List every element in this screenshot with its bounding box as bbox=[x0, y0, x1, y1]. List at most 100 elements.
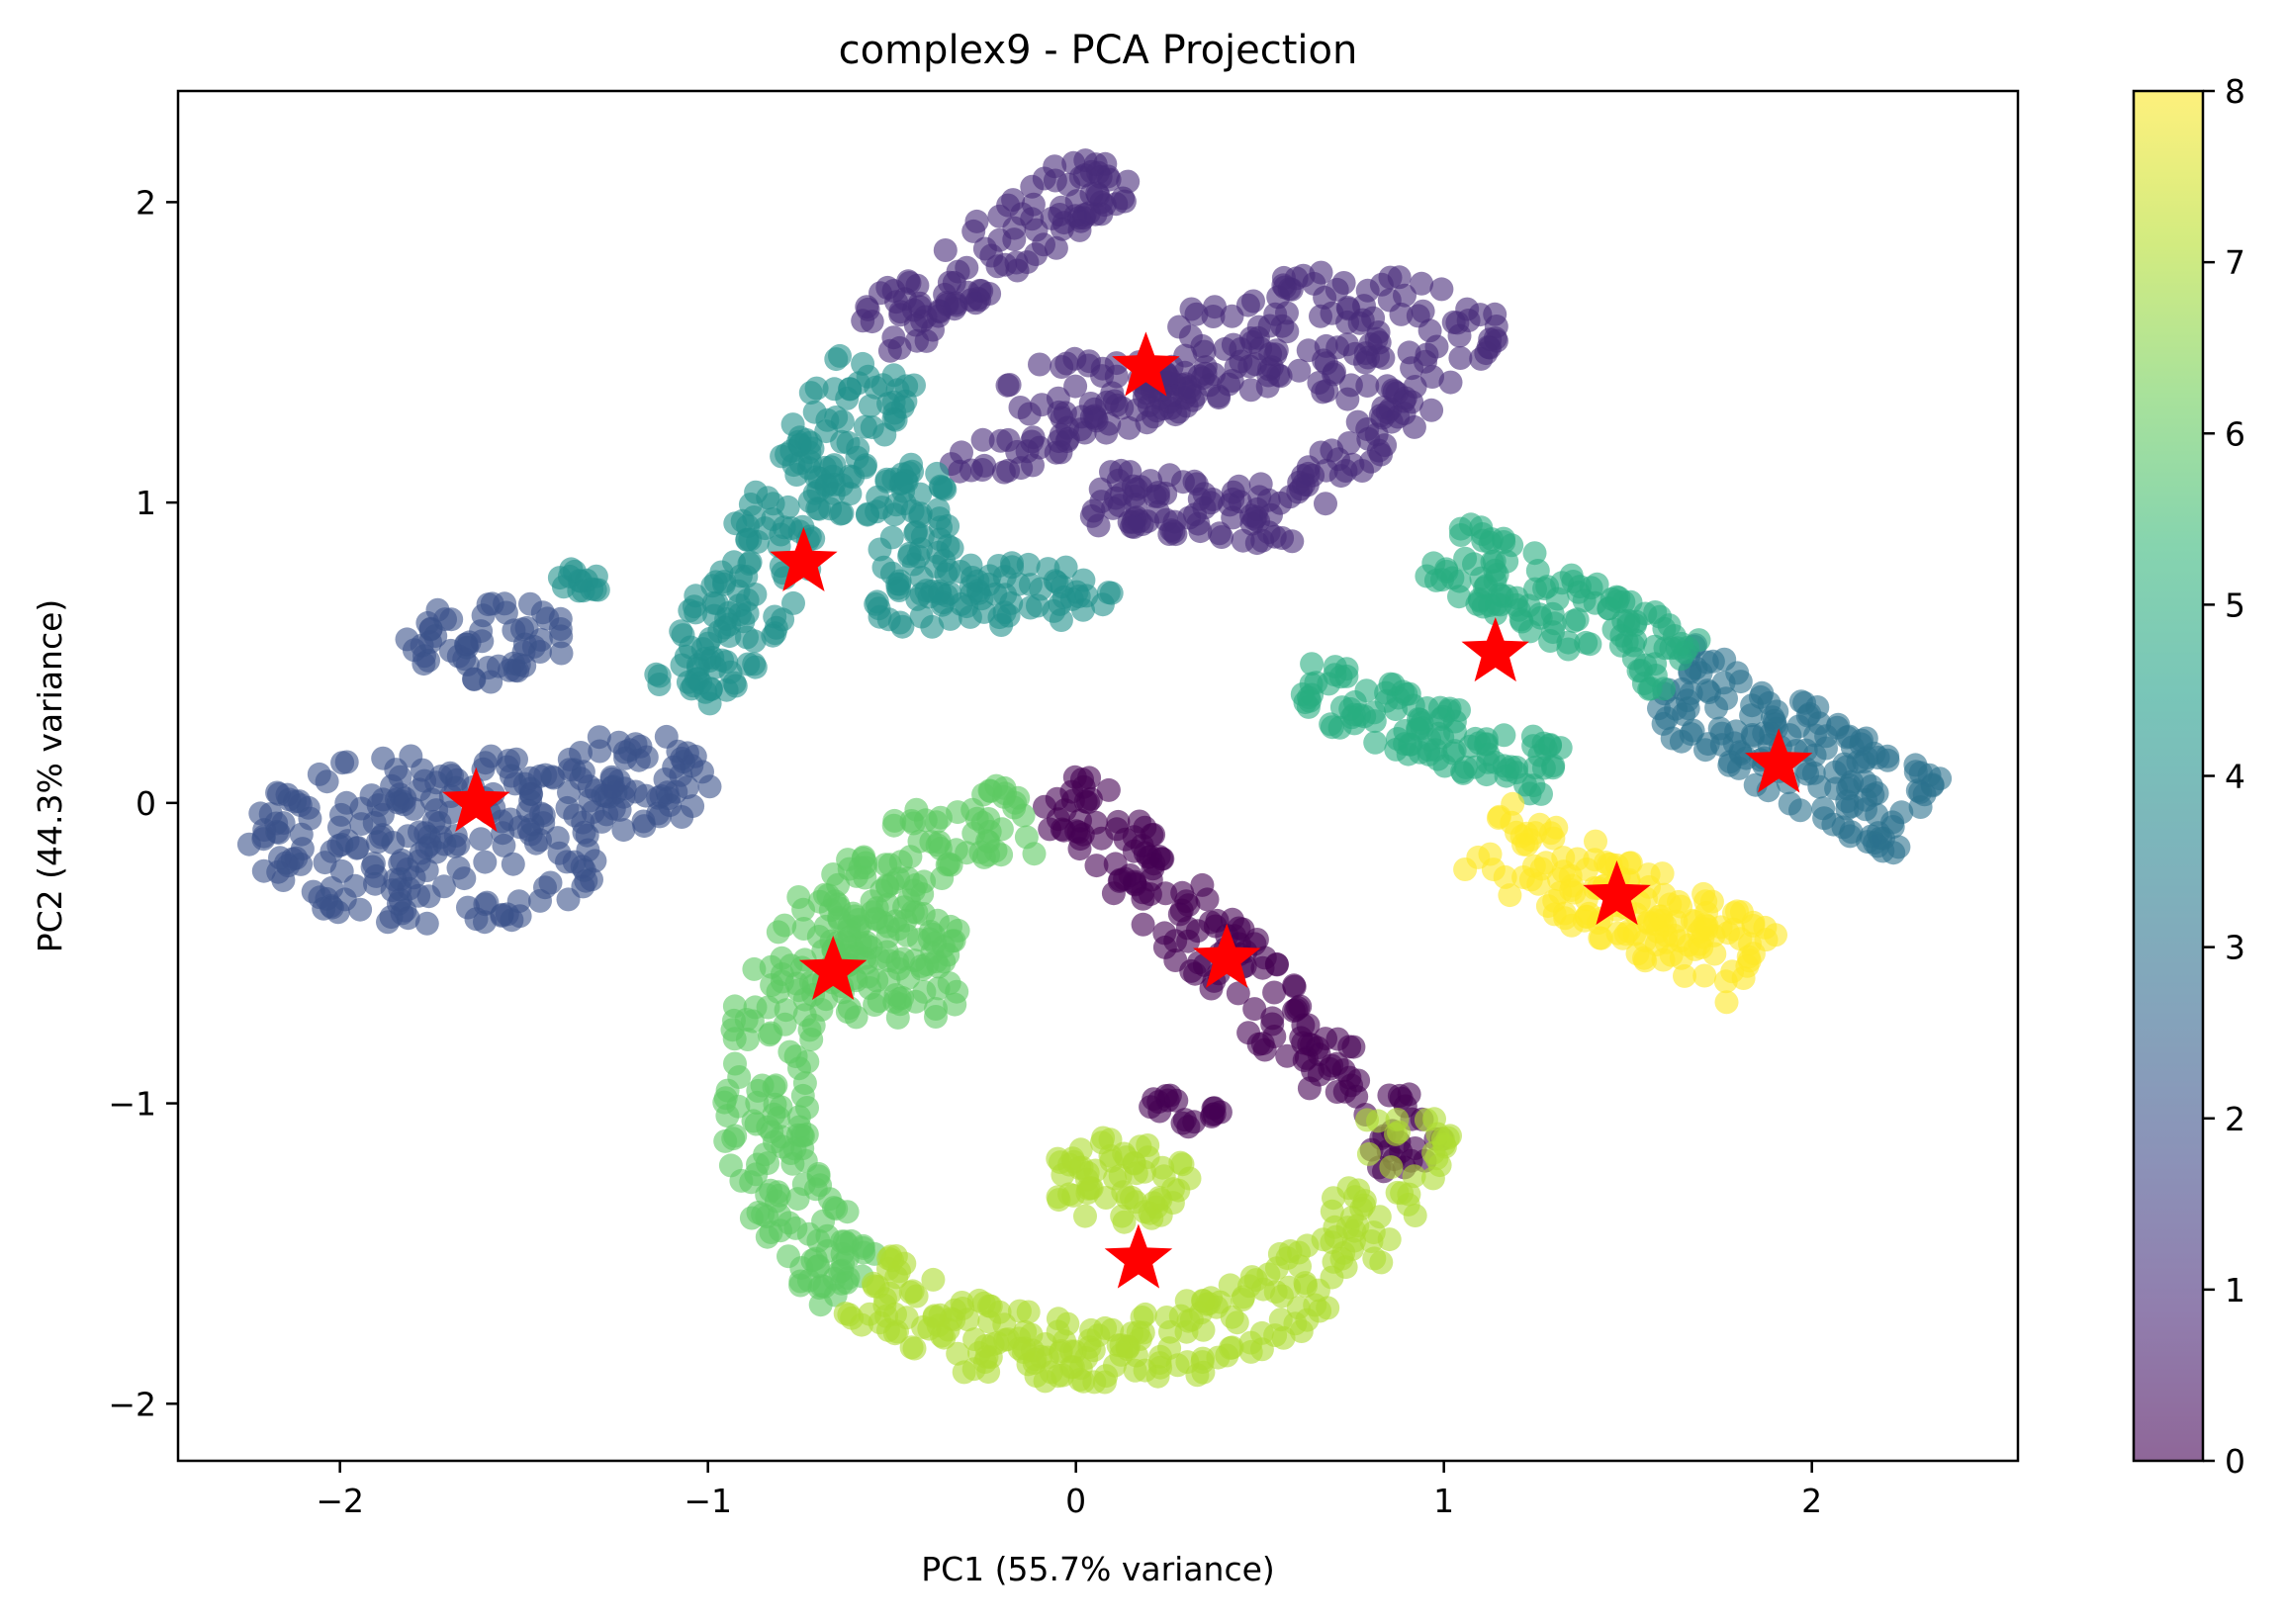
scatter-point bbox=[1255, 374, 1280, 399]
scatter-point bbox=[1750, 680, 1775, 705]
scatter-point bbox=[654, 724, 679, 749]
scatter-point bbox=[672, 750, 695, 774]
scatter-point bbox=[1083, 152, 1108, 177]
scatter-point bbox=[898, 845, 923, 869]
scatter-point bbox=[1350, 459, 1375, 483]
scatter-point bbox=[1328, 464, 1353, 489]
scatter-point bbox=[939, 914, 962, 939]
scatter-point bbox=[1513, 772, 1537, 797]
scatter-point bbox=[858, 394, 882, 418]
scatter-point bbox=[739, 1170, 764, 1195]
scatter-point bbox=[1652, 616, 1677, 641]
scatter-point bbox=[1055, 1311, 1080, 1336]
scatter-point bbox=[1345, 409, 1370, 434]
scatter-point bbox=[443, 824, 468, 848]
scatter-point bbox=[1670, 677, 1694, 701]
scatter-point bbox=[647, 664, 672, 688]
scatter-point bbox=[828, 1259, 853, 1284]
scatter-point bbox=[548, 606, 573, 631]
scatter-point bbox=[1397, 1182, 1421, 1207]
scatter-point bbox=[1453, 755, 1478, 779]
scatter-point bbox=[718, 1153, 743, 1178]
scatter-point bbox=[533, 763, 558, 787]
scatter-point bbox=[1071, 1369, 1096, 1394]
scatter-point bbox=[1424, 334, 1449, 359]
scatter-point bbox=[1538, 629, 1563, 653]
scatter-point bbox=[248, 801, 273, 826]
scatter-point bbox=[1422, 1107, 1446, 1131]
scatter-point bbox=[766, 979, 790, 1004]
scatter-point bbox=[1287, 1240, 1311, 1265]
scatter-point bbox=[1099, 581, 1124, 605]
centroid-star bbox=[1112, 331, 1180, 397]
scatter-point bbox=[1355, 374, 1380, 398]
scatter-point bbox=[298, 806, 322, 831]
scatter-point bbox=[1379, 1155, 1404, 1180]
scatter-point bbox=[1638, 677, 1663, 701]
scatter-point bbox=[1721, 917, 1746, 942]
scatter-point bbox=[1147, 1186, 1172, 1210]
scatter-point bbox=[1754, 928, 1779, 952]
scatter-point bbox=[1403, 1204, 1427, 1227]
scatter-point bbox=[414, 911, 439, 936]
scatter-point bbox=[1036, 557, 1060, 582]
scatter-point bbox=[1369, 1250, 1394, 1275]
centroid-star bbox=[442, 767, 510, 832]
scatter-point bbox=[942, 297, 966, 321]
centroid-star bbox=[1104, 1223, 1173, 1289]
scatter-point bbox=[937, 852, 961, 876]
scatter-point bbox=[1320, 715, 1344, 740]
scatter-point bbox=[427, 811, 452, 836]
colorbar-gradient bbox=[2134, 91, 2203, 1461]
scatter-point bbox=[948, 459, 972, 484]
scatter-point bbox=[1669, 946, 1693, 970]
scatter-point bbox=[1138, 882, 1162, 907]
scatter-point bbox=[1441, 310, 1466, 334]
scatter-point bbox=[966, 581, 991, 605]
scatter-point bbox=[781, 590, 805, 615]
scatter-point bbox=[1712, 647, 1737, 672]
scatter-point bbox=[1525, 559, 1550, 583]
scatter-point bbox=[1220, 1305, 1244, 1329]
scatter-point bbox=[896, 965, 921, 990]
scatter-point bbox=[335, 829, 360, 854]
scatter-point bbox=[276, 854, 301, 878]
scatter-point bbox=[1185, 919, 1210, 944]
scatter-point bbox=[313, 851, 337, 875]
scatter-point bbox=[1704, 695, 1729, 720]
scatter-point bbox=[1714, 990, 1739, 1015]
scatter-point bbox=[1438, 370, 1463, 395]
scatter-point bbox=[812, 882, 837, 907]
scatter-point bbox=[1131, 1320, 1155, 1345]
scatter-point bbox=[807, 496, 832, 521]
scatter-point bbox=[992, 565, 1017, 589]
scatter-point bbox=[1164, 1088, 1189, 1113]
x-tick-label: 0 bbox=[1065, 1482, 1086, 1520]
scatter-point bbox=[756, 1151, 779, 1176]
scatter-point bbox=[1173, 343, 1198, 368]
colorbar-tick-label: 1 bbox=[2225, 1271, 2245, 1309]
scatter-point bbox=[1202, 362, 1227, 387]
scatter-point bbox=[1185, 1363, 1210, 1388]
scatter-point bbox=[518, 782, 543, 806]
scatter-point bbox=[902, 1336, 927, 1361]
scatter-point bbox=[1565, 847, 1590, 871]
scatter-point bbox=[1406, 717, 1430, 742]
scatter-point bbox=[995, 373, 1020, 398]
scatter-point bbox=[1699, 889, 1724, 914]
scatter-point bbox=[545, 826, 570, 851]
scatter-point bbox=[1287, 358, 1312, 383]
scatter-point bbox=[1227, 474, 1251, 498]
scatter-point bbox=[1385, 1108, 1410, 1131]
scatter-point bbox=[866, 1275, 890, 1299]
scatter-point bbox=[1406, 304, 1430, 328]
scatter-point bbox=[1124, 493, 1148, 517]
scatter-point bbox=[800, 436, 825, 461]
scatter-point bbox=[738, 527, 763, 552]
scatter-point bbox=[411, 652, 436, 677]
scatter-point bbox=[929, 515, 953, 540]
scatter-point bbox=[791, 917, 816, 941]
scatter-point bbox=[1182, 469, 1207, 494]
scatter-point bbox=[900, 900, 925, 925]
scatter-point bbox=[1429, 277, 1454, 302]
